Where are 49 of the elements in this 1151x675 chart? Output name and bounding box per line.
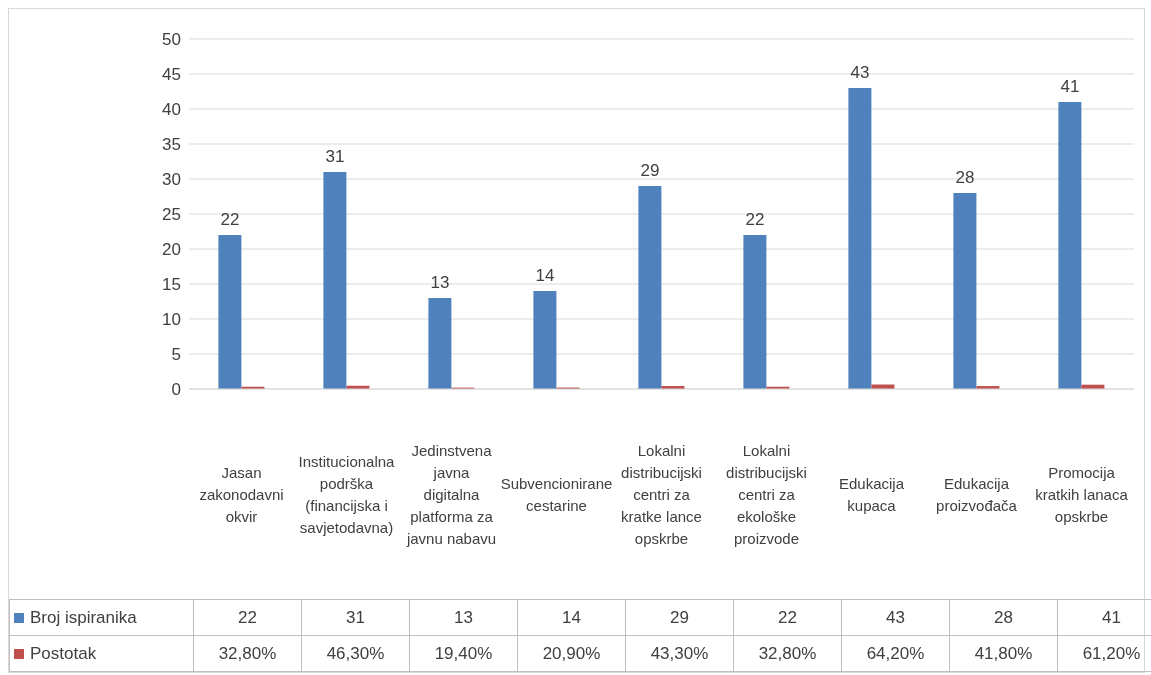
data-label: 41 xyxy=(1057,599,1151,636)
y-tick-label: 15 xyxy=(162,275,181,295)
text: 28 xyxy=(955,168,975,187)
data-label: 29 xyxy=(625,599,734,636)
data-label: 20,90% xyxy=(517,635,626,672)
x-tick-label: Jedinstvena javna digitalna platforma za javnu nabavu xyxy=(405,442,497,547)
y-tick-label: 20 xyxy=(162,240,181,260)
data-label: 32,80% xyxy=(733,635,842,672)
y-tick-label: 0 xyxy=(171,380,181,400)
text: 14 xyxy=(535,266,555,285)
data-label: 22 xyxy=(733,599,842,636)
data-label: 46,30% xyxy=(301,635,410,672)
text: 13 xyxy=(430,273,450,292)
data-label: 32,80% xyxy=(193,635,302,672)
x-tick-label: Institucionalna podrška (financijska i savjetodavna) xyxy=(298,453,396,536)
x-tick-label: Subvencionirane cestarine xyxy=(500,475,613,514)
data-label: 43,30% xyxy=(625,635,734,672)
x-tick-label: Edukacija kupaca xyxy=(838,475,905,514)
x-tick-label: Lokalni distribucijski centri za kratke lance opskrbe xyxy=(621,442,702,547)
data-label: 28 xyxy=(949,599,1058,636)
y-tick-label: 5 xyxy=(171,345,181,365)
text: 43 xyxy=(850,63,870,82)
text: 29 xyxy=(640,161,660,180)
legend-label: Postotak xyxy=(9,635,194,672)
data-label: 22 xyxy=(193,599,302,636)
legend-label: Broj ispiranika xyxy=(9,599,194,636)
y-tick-label: 50 xyxy=(162,30,181,50)
text: 22 xyxy=(220,210,240,229)
data-label: 64,20% xyxy=(841,635,950,672)
data-label: 31 xyxy=(301,599,410,636)
y-tick-label: 25 xyxy=(162,205,181,225)
y-tick-label: 45 xyxy=(162,65,181,85)
data-label: 19,40% xyxy=(409,635,518,672)
x-tick-label: Promocija kratkih lanaca opskrbe xyxy=(1035,464,1129,525)
y-tick-label: 40 xyxy=(162,100,181,120)
x-tick-label: Edukacija proizvođača xyxy=(936,475,1018,514)
text: 22 xyxy=(745,210,765,229)
y-tick-label: 10 xyxy=(162,310,181,330)
data-label: 61,20% xyxy=(1057,635,1151,672)
text: 31 xyxy=(325,147,345,166)
y-tick-label: 30 xyxy=(162,170,181,190)
data-label: 14 xyxy=(517,599,626,636)
x-tick-label: Lokalni distribucijski centri za ekološke proizvode xyxy=(726,442,807,547)
data-label: 41,80% xyxy=(949,635,1058,672)
data-label: 13 xyxy=(409,599,518,636)
data-label: 43 xyxy=(841,599,950,636)
text: 41 xyxy=(1060,77,1080,96)
x-tick-label: Jasan zakonodavni okvir xyxy=(199,464,284,525)
y-tick-label: 35 xyxy=(162,135,181,155)
